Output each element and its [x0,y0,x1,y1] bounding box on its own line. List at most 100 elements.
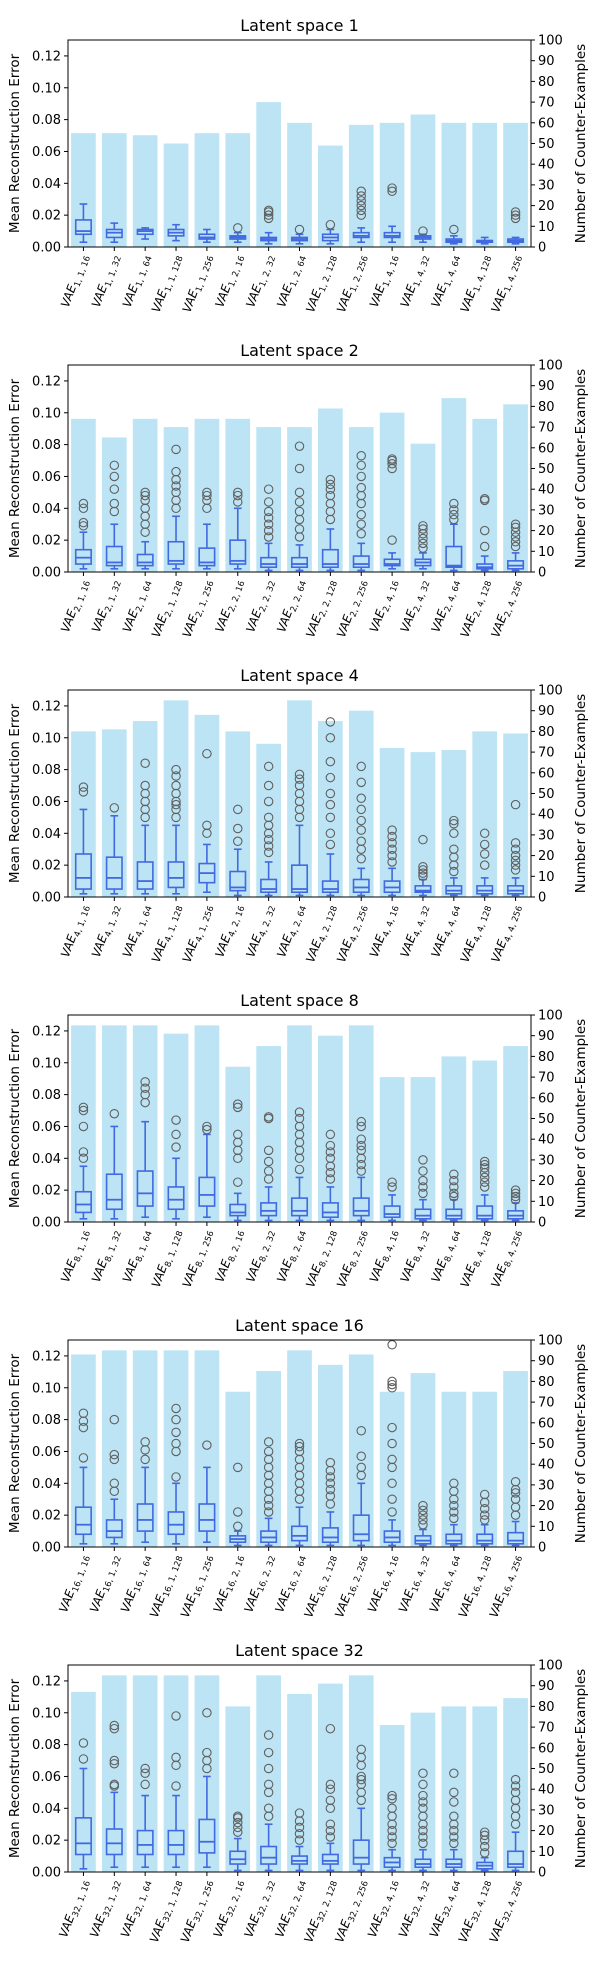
right-tick-label: 30 [538,1153,555,1168]
flier-point [78,1408,89,1418]
box-10 [383,183,401,244]
flier-point [233,1827,243,1837]
right-tick-label: 80 [538,1050,555,1065]
flier-point [418,1790,428,1801]
flier-point [140,1779,150,1790]
flier-point [325,1723,336,1734]
flier-point [510,1185,521,1195]
flier-point [202,490,212,501]
x-tick-subscript: 8, 1, 128 [163,1230,185,1269]
counter-bar [163,700,189,897]
ylabel-left: Mean Reconstruction Error [7,53,23,233]
right-tick-label: 60 [538,1416,555,1431]
x-tick-label: VAE2, 2, 32 [243,577,278,635]
box-10 [383,1340,401,1547]
flier-point [479,1841,490,1852]
flier-point [356,1145,366,1156]
right-tick-label: 80 [538,1375,555,1390]
right-tick-label: 30 [538,1478,555,1493]
x-tick-label: VAE2, 1, 256 [180,577,217,640]
box-12 [445,1768,463,1872]
flier-point [387,1478,397,1489]
x-tick-subscript: 1, 2, 256 [349,255,371,294]
flier-point [449,819,459,829]
flier-point [233,497,243,507]
left-tick-label: 0.00 [32,891,61,906]
flier-point [263,1779,274,1790]
left-tick-label: 0.06 [32,795,61,810]
box-iqr [198,1176,216,1207]
x-tick-label: VAE8, 1, 16 [58,1227,93,1285]
left-tick-label: 0.04 [32,177,61,192]
x-tick-subscript: 16, 1, 64 [132,1555,154,1594]
box-iqr [136,1503,154,1532]
flier-point [510,838,521,848]
flier-point [140,1768,150,1779]
flier-point [78,782,89,792]
right-tick-label: 70 [538,746,555,761]
flier-point [233,1507,243,1517]
flier-point [418,1838,428,1849]
box-13 [476,1827,494,1872]
flier-point [294,463,305,474]
flier-point [387,1494,397,1504]
flier-point [263,841,274,851]
box-14 [507,1476,525,1547]
box-iqr [290,1197,309,1217]
x-tick-subscript: 2, 1, 128 [163,580,185,619]
flier-point [387,1832,397,1842]
box-5 [229,1099,247,1222]
box-1 [105,222,123,244]
box-iqr [507,1531,525,1545]
right-tick-label: 90 [538,1029,555,1044]
flier-point [418,1832,428,1842]
box-8 [321,474,339,572]
right-tick-label: 100 [538,1009,563,1024]
x-tick-label: VAE1, 2, 256 [334,252,371,315]
right-tick-label: 20 [538,199,555,214]
counter-bar [503,122,528,247]
flier-point [109,1720,120,1731]
flier-point [418,538,428,549]
flier-point [325,490,336,501]
box-iqr [260,1202,278,1217]
box-10 [383,1177,401,1222]
flier-point [140,487,150,498]
box-iqr [167,1511,185,1536]
flier-point [78,1738,89,1748]
right-tick-label: 100 [538,684,563,699]
box-iqr [290,556,309,569]
box-iqr [476,1533,494,1545]
ylabel-right: Number of Counter-Examples [573,369,589,568]
flier-point [418,1505,428,1516]
box-iqr [74,1190,92,1214]
left-tick-label: 0.02 [32,534,61,549]
box-2 [136,758,154,895]
x-tick-label: VAE2, 2, 16 [212,577,247,635]
flier-point [233,1177,243,1187]
x-tick-subscript: 2, 1, 256 [194,580,216,619]
box-10 [383,1790,401,1872]
flier-point [510,799,521,810]
flier-point [387,1383,397,1393]
flier-point [325,828,336,839]
panel-4: 0.00 0.02 0.04 0.06 0.08 0.10 0.12 0 10 20 30 40 50 6… [7,1316,589,1619]
box-iqr [167,1186,185,1211]
flier-point [356,1166,366,1176]
x-tick-subscript: 32, 2, 256 [347,1880,371,1924]
box-2 [136,1763,154,1869]
flier-point [387,458,397,469]
right-tick-label: 30 [538,503,555,518]
x-tick-subscript: 1, 1, 32 [103,255,123,289]
flier-point [263,1803,274,1814]
flier-point [171,1414,181,1425]
box-iqr [352,1197,370,1217]
flier-point [387,1422,397,1433]
flier-point [449,1478,459,1489]
counter-bar [132,721,158,897]
box-10 [383,825,401,897]
right-tick-label: 60 [538,1091,555,1106]
left-tick-label: 0.04 [32,1802,61,1817]
box-iqr [383,1205,401,1219]
